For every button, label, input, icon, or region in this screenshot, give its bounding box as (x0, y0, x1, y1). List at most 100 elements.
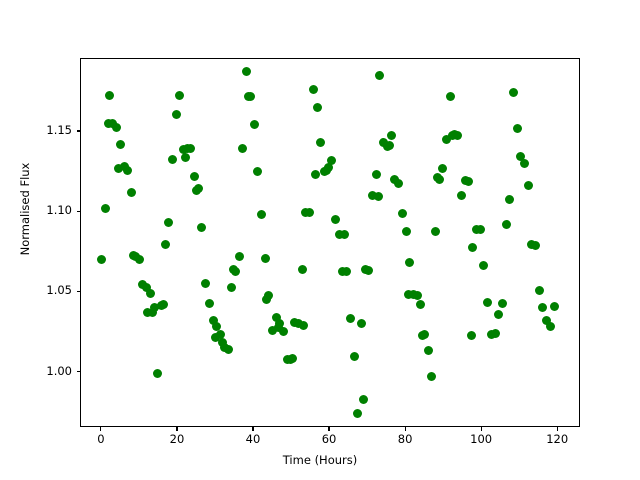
x-tick-label: 40 (245, 432, 261, 446)
data-point (134, 255, 144, 265)
data-point (310, 170, 320, 179)
data-point (512, 124, 522, 134)
data-point (197, 222, 207, 232)
data-point (288, 353, 298, 363)
data-point (167, 155, 177, 165)
x-tick-mark (480, 427, 482, 431)
data-point (103, 118, 113, 128)
data-point (353, 409, 363, 419)
data-point (453, 130, 463, 140)
data-point (160, 239, 170, 249)
data-point (368, 190, 378, 200)
data-point (305, 207, 315, 217)
data-point (364, 266, 374, 276)
data-point (274, 322, 284, 332)
data-point (457, 190, 467, 200)
data-point (180, 153, 190, 163)
data-point (97, 255, 107, 265)
data-point (433, 173, 443, 183)
data-point (384, 141, 394, 151)
y-tick-label: 1.10 (46, 203, 72, 218)
data-point (479, 261, 489, 271)
data-point (297, 264, 307, 274)
data-point (145, 288, 155, 298)
x-tick-label: 120 (546, 432, 569, 446)
data-point (262, 295, 272, 305)
data-point (342, 267, 352, 277)
data-point (340, 230, 350, 240)
data-point (271, 312, 281, 322)
data-point (238, 143, 248, 153)
data-point (201, 279, 211, 289)
data-point (128, 251, 138, 261)
data-point (446, 92, 456, 102)
y-tick-label: 1.00 (46, 363, 72, 378)
x-tick-mark (176, 427, 178, 431)
data-point (159, 299, 168, 309)
data-point (373, 192, 383, 202)
data-point (143, 307, 153, 317)
data-point (190, 172, 200, 182)
data-point (164, 218, 174, 228)
data-point (217, 337, 227, 347)
data-point (268, 326, 278, 336)
data-point (123, 165, 133, 175)
data-point (447, 130, 457, 140)
y-tick-mark (76, 130, 80, 132)
x-tick-mark (252, 427, 254, 431)
data-point (482, 297, 492, 307)
data-point (152, 368, 162, 378)
data-point (186, 144, 196, 154)
x-tick-label: 0 (97, 432, 105, 446)
data-point (538, 303, 548, 313)
data-point (418, 331, 428, 341)
y-axis-label: Normalised Flux (18, 162, 32, 256)
x-axis-label: Time (Hours) (282, 453, 358, 467)
data-point (212, 321, 222, 331)
x-tick-mark (404, 427, 406, 431)
data-point (229, 264, 239, 274)
data-point (327, 156, 337, 166)
data-point (401, 226, 411, 236)
data-point (386, 130, 396, 140)
x-tick-mark (100, 427, 102, 431)
data-point (397, 208, 407, 218)
data-point (334, 229, 344, 239)
data-point (316, 138, 326, 148)
data-point (147, 307, 157, 317)
data-point (321, 165, 331, 175)
data-point (253, 167, 263, 177)
data-point (520, 159, 530, 169)
data-point (293, 319, 303, 329)
data-point (357, 319, 367, 329)
data-point (466, 330, 476, 340)
data-point (531, 240, 541, 250)
data-point (349, 352, 359, 362)
data-point (208, 316, 218, 325)
data-point (442, 134, 452, 144)
scatter-canvas (81, 59, 579, 426)
data-point (427, 372, 437, 382)
data-point (112, 123, 122, 132)
x-tick-label: 60 (321, 432, 337, 446)
data-point (116, 139, 126, 149)
data-point (175, 91, 185, 101)
data-point (279, 327, 289, 337)
data-point (101, 203, 111, 213)
data-point (412, 291, 422, 301)
data-point (405, 258, 415, 268)
data-point (490, 328, 500, 338)
data-point (171, 109, 181, 119)
plot-axes (80, 58, 580, 427)
data-point (523, 181, 533, 191)
data-point (234, 252, 244, 262)
data-point (308, 84, 318, 94)
data-point (423, 345, 433, 355)
data-point (312, 103, 322, 113)
x-tick-label: 80 (397, 432, 413, 446)
y-tick-label: 1.15 (46, 122, 72, 137)
data-point (501, 220, 511, 230)
data-point (508, 88, 518, 98)
data-point (244, 91, 254, 101)
